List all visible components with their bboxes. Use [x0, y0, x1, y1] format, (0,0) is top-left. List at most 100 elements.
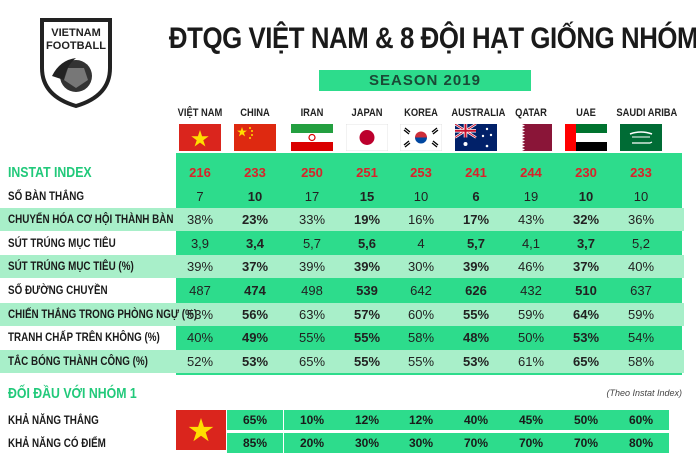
team-name: JAPAN — [351, 107, 383, 119]
stat-value: 241 — [465, 165, 487, 180]
stat-value: 19 — [523, 188, 539, 204]
stat-value: 59% — [517, 306, 545, 322]
stat-label: INSTAT INDEX — [8, 164, 92, 181]
stat-value: 32% — [572, 212, 600, 228]
stat-value: 7 — [196, 188, 204, 204]
stat-value: 10 — [247, 188, 263, 204]
h2h-value: 10% — [284, 410, 340, 430]
stat-value: 39% — [353, 259, 381, 275]
stat-value: 30% — [407, 259, 435, 275]
stat-row: SÚT TRÚNG MỤC TIÊU 3,9 3,4 5,7 5,6 4 5,7 4,1 3,7… — [0, 232, 684, 255]
stat-value: 216 — [189, 165, 211, 180]
stat-value: 17 — [304, 188, 320, 204]
stat-row: SÚT TRÚNG MỤC TIÊU (%) 39% 37% 39% 39% 30% 39%… — [0, 255, 684, 278]
stat-label: TẮC BÓNG THÀNH CÔNG (%) — [8, 353, 148, 368]
flag-uae-icon — [565, 124, 607, 151]
flag-japan-icon — [346, 124, 388, 151]
team-name: SAUDI ARIBA — [616, 107, 678, 119]
stat-value: 230 — [575, 165, 597, 180]
stat-value: 39% — [186, 259, 214, 275]
h2h-value: 80% — [613, 433, 669, 453]
stat-value: 510 — [575, 283, 597, 298]
stat-value: 3,9 — [190, 235, 210, 251]
h2h-value: 60% — [613, 410, 669, 430]
stat-value: 15 — [359, 188, 375, 204]
stat-value: 498 — [301, 283, 323, 298]
stat-value: 53% — [462, 353, 490, 369]
stat-value: 4 — [417, 235, 425, 251]
stat-value: 55% — [462, 306, 490, 322]
stat-value: 16% — [407, 212, 435, 228]
stat-value: 250 — [301, 165, 323, 180]
stat-value: 61% — [517, 353, 545, 369]
flag-vietnam-icon — [179, 124, 221, 151]
stat-value: 39% — [298, 259, 326, 275]
h2h-value: 12% — [339, 410, 395, 430]
stat-value: 53% — [186, 306, 214, 322]
stat-row: TRANH CHẤP TRÊN KHÔNG (%) 40% 49% 55% 55% 58%… — [0, 326, 684, 349]
team-header-japan: JAPAN — [338, 107, 396, 157]
stat-value: 6 — [472, 188, 480, 204]
stat-row: INSTAT INDEX 216 233 250 251 253 241 244 230 233 — [0, 161, 684, 184]
stat-row: CHIẾN THẮNG TRONG PHÒNG NGỰ (%) 53% 56% 63%… — [0, 303, 684, 326]
h2h-value: 30% — [393, 433, 449, 453]
stat-label: CHUYỂN HÓA CƠ HỘI THÀNH BÀN — [8, 212, 174, 227]
h2h-row: KHẢ NĂNG CÓ ĐIỂM 85% 20% 30% 30% 70% 70% 70% 80% — [0, 433, 684, 453]
stat-value: 55% — [407, 353, 435, 369]
h2h-value: 70% — [558, 433, 614, 453]
row-band — [0, 255, 684, 279]
stat-value: 55% — [353, 353, 381, 369]
team-name: CHINA — [240, 107, 270, 119]
stat-value: 10 — [578, 188, 594, 204]
team-header-saudi-arabia: SAUDI ARIBA — [612, 107, 678, 157]
stat-value: 36% — [627, 212, 655, 228]
logo-line1: VIETNAM — [51, 27, 101, 39]
stat-value: 38% — [186, 212, 214, 228]
stat-label: SÚT TRÚNG MỤC TIÊU — [8, 235, 116, 250]
flag-korea-icon — [400, 124, 442, 151]
stat-value: 37% — [241, 259, 269, 275]
stat-value: 233 — [244, 165, 266, 180]
h2h-value: 70% — [503, 433, 559, 453]
flag-saudi-arabia-icon — [620, 124, 662, 151]
stat-value: 5,6 — [357, 235, 377, 251]
stat-value: 10 — [413, 188, 429, 204]
stat-value: 10 — [633, 188, 649, 204]
team-name: QATAR — [515, 107, 547, 119]
h2h-value: 45% — [503, 410, 559, 430]
stat-value: 63% — [298, 306, 326, 322]
stat-value: 3,7 — [576, 235, 596, 251]
h2h-label: KHẢ NĂNG CÓ ĐIỂM — [8, 436, 106, 450]
stat-value: 233 — [630, 165, 652, 180]
stat-value: 5,7 — [302, 235, 322, 251]
team-header-qatar: QATAR — [502, 107, 560, 157]
stat-value: 39% — [462, 259, 490, 275]
h2h-value: 12% — [393, 410, 449, 430]
stat-value: 23% — [241, 212, 269, 228]
stat-value: 65% — [298, 353, 326, 369]
team-name: UAE — [576, 107, 596, 119]
team-header-vietnam: VIỆT NAM — [171, 107, 229, 157]
stat-value: 53% — [572, 330, 600, 346]
stat-label: SỐ ĐƯỜNG CHUYỀN — [8, 283, 108, 297]
source-note: (Theo Instat Index) — [606, 388, 682, 398]
flag-china-icon — [234, 124, 276, 151]
team-header-australia: AUSTRALIA — [447, 107, 505, 157]
stat-value: 49% — [241, 330, 269, 346]
stat-value: 60% — [407, 306, 435, 322]
team-header-iran: IRAN — [283, 107, 341, 157]
stat-value: 56% — [241, 306, 269, 322]
stat-row: SỐ ĐƯỜNG CHUYỀN 487 474 498 539 642 626 432 510 6… — [0, 279, 684, 302]
flag-qatar-icon — [510, 124, 552, 151]
team-name: AUSTRALIA — [451, 107, 506, 119]
stat-label: TRANH CHẤP TRÊN KHÔNG (%) — [8, 330, 160, 345]
team-name: IRAN — [300, 107, 324, 119]
stat-value: 55% — [353, 330, 381, 346]
stat-value: 50% — [517, 330, 545, 346]
stat-value: 5,2 — [631, 235, 651, 251]
stat-value: 40% — [627, 259, 655, 275]
team-header-china: CHINA — [226, 107, 284, 157]
team-header-korea: KOREA — [392, 107, 450, 157]
stat-value: 53% — [241, 353, 269, 369]
stat-value: 48% — [462, 330, 490, 346]
